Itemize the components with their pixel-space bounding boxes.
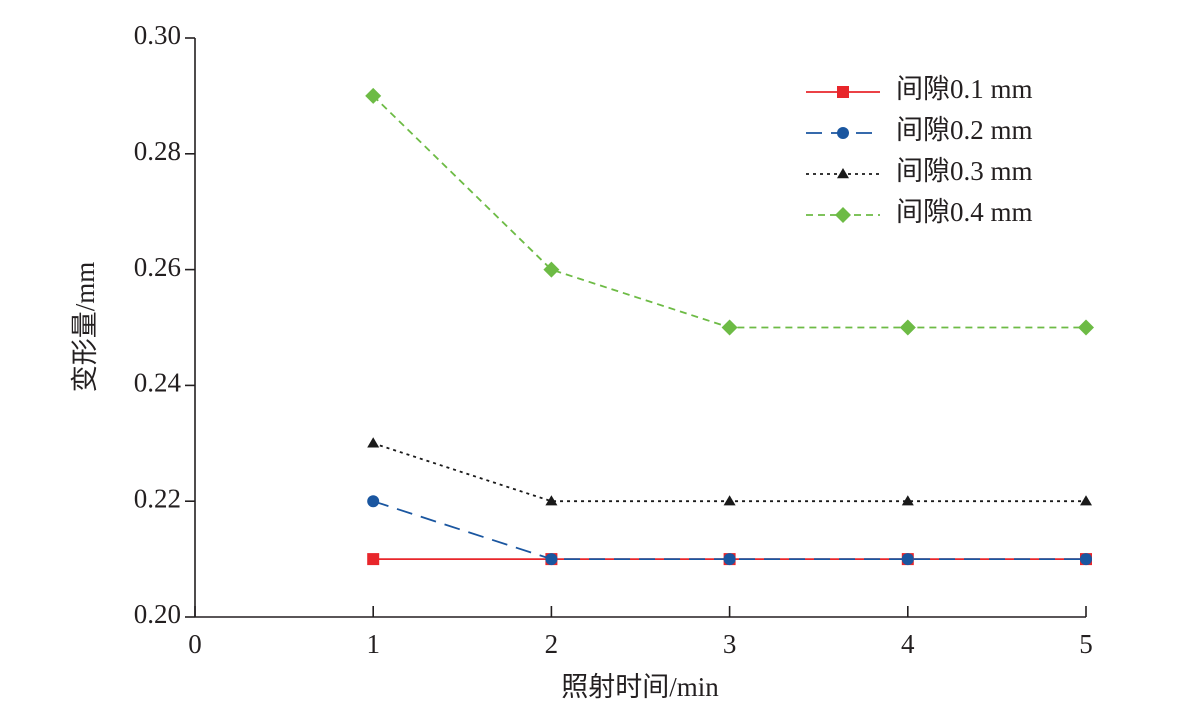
- marker: [367, 437, 380, 448]
- marker: [1078, 319, 1094, 336]
- marker: [723, 495, 736, 506]
- marker: [543, 261, 560, 278]
- y-tick-label: 0.20: [134, 599, 181, 629]
- series-line: [372, 500, 1086, 560]
- x-tick-label: 5: [1079, 629, 1093, 659]
- x-tick-label: 1: [366, 629, 380, 659]
- marker: [721, 319, 738, 336]
- x-tick-label: 2: [545, 629, 559, 659]
- x-tick-label: 4: [901, 629, 915, 659]
- legend-marker: [837, 86, 849, 98]
- legend-marker: [837, 168, 849, 179]
- legend-label: 间隙0.4 mm: [896, 197, 1033, 227]
- legend-label: 间隙0.2 mm: [896, 115, 1033, 145]
- marker: [367, 553, 380, 566]
- x-axis-label: 照射时间/min: [561, 672, 719, 702]
- x-tick-label: 3: [723, 629, 737, 659]
- y-tick-label: 0.26: [134, 252, 181, 282]
- series-line: [372, 442, 1086, 503]
- marker: [365, 87, 382, 104]
- legend-marker: [837, 127, 849, 139]
- marker: [901, 495, 914, 506]
- marker: [1080, 495, 1092, 506]
- legend-marker: [835, 207, 851, 223]
- y-axis-label: 变形量/mm: [70, 262, 100, 393]
- y-tick-label: 0.22: [134, 483, 181, 513]
- marker: [545, 495, 558, 506]
- y-tick-label: 0.30: [134, 20, 181, 50]
- legend-label: 间隙0.1 mm: [896, 74, 1033, 104]
- marker: [901, 553, 914, 566]
- marker: [367, 495, 380, 508]
- x-tick-label: 0: [188, 629, 202, 659]
- marker: [723, 553, 736, 566]
- y-tick-label: 0.24: [134, 368, 182, 398]
- marker: [1080, 553, 1092, 566]
- marker: [899, 319, 916, 336]
- marker: [545, 553, 558, 566]
- legend-label: 间隙0.3 mm: [896, 156, 1033, 186]
- y-tick-label: 0.28: [134, 136, 181, 166]
